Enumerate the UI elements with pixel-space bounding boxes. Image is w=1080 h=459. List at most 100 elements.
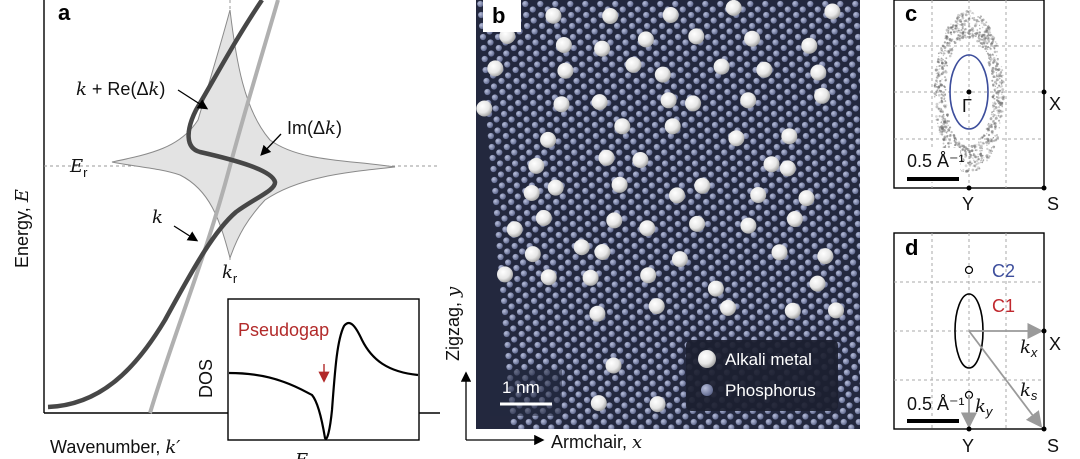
phosphorus-atom — [623, 143, 630, 151]
intensity-speck — [959, 24, 961, 26]
intensity-speck — [999, 86, 1002, 89]
phosphorus-atom — [779, 22, 786, 30]
phosphorus-atom — [536, 363, 543, 371]
phosphorus-atom — [805, 259, 812, 266]
phosphorus-atom — [605, 286, 612, 294]
alkali-adatom — [487, 60, 504, 77]
phosphorus-atom — [500, 99, 507, 107]
intensity-speck — [943, 46, 947, 49]
phosphorus-atom — [575, 391, 582, 398]
intensity-speck — [940, 48, 943, 51]
intensity-speck — [981, 149, 983, 152]
intensity-speck — [986, 35, 988, 37]
phosphorus-atom — [573, 77, 580, 85]
intensity-speck — [976, 29, 979, 31]
phosphorus-atom — [709, 193, 716, 200]
phosphorus-atom — [579, 154, 586, 162]
intensity-speck — [1000, 83, 1003, 85]
intensity-speck — [975, 163, 978, 166]
phosphorus-atom — [830, 286, 837, 294]
phosphorus-atom — [554, 314, 561, 321]
intensity-speck — [974, 149, 977, 152]
intensity-speck — [946, 64, 948, 67]
phosphorus-atom — [522, 292, 529, 299]
phosphorus-atom — [677, 347, 684, 354]
phosphorus-atom — [868, 386, 874, 392]
phosphorus-atom — [720, 325, 727, 332]
intensity-speck — [946, 120, 949, 123]
phosphorus-atom — [577, 132, 585, 140]
intensity-speck — [978, 31, 981, 34]
phosphorus-atom — [544, 193, 551, 200]
phosphorus-atom — [776, 281, 783, 288]
intensity-speck — [974, 149, 977, 151]
intensity-speck — [1000, 103, 1004, 107]
phosphorus-atom — [599, 127, 606, 134]
phosphorus-atom — [625, 270, 633, 277]
phosphorus-atom — [802, 319, 809, 327]
phosphorus-atom — [876, 391, 882, 397]
phosphorus-atom — [750, 231, 757, 239]
phosphorus-atom — [765, 418, 772, 426]
phosphorus-atom — [819, 154, 826, 162]
intensity-speck — [998, 81, 1002, 84]
phosphorus-atom — [627, 187, 634, 195]
phosphorus-atom — [770, 99, 777, 107]
intensity-speck — [947, 120, 951, 123]
intensity-speck — [974, 32, 978, 35]
phosphorus-atom — [861, 298, 867, 304]
intensity-speck — [957, 23, 959, 25]
intensity-speck — [939, 133, 942, 135]
phosphorus-atom — [815, 204, 822, 211]
phosphorus-atom — [582, 105, 589, 112]
phosphorus-atom — [574, 275, 581, 283]
phosphorus-atom — [483, 77, 490, 85]
intensity-speck — [994, 65, 998, 68]
phosphorus-atom — [551, 363, 558, 371]
phosphorus-atom — [620, 17, 627, 24]
phosphorus-atom — [612, 105, 619, 112]
intensity-speck — [973, 17, 975, 19]
phosphorus-atom — [570, 44, 577, 52]
phosphorus-atom — [799, 6, 806, 13]
intensity-speck — [991, 111, 993, 114]
d-x-label: X — [1049, 334, 1061, 354]
phosphorus-atom — [552, 292, 559, 299]
phosphorus-atom — [681, 297, 688, 305]
phosphorus-atom — [539, 127, 546, 134]
intensity-speck — [977, 162, 980, 165]
phosphorus-atom — [667, 39, 674, 46]
intensity-speck — [978, 167, 981, 170]
intensity-speck — [985, 154, 989, 157]
phosphorus-atom — [558, 264, 565, 272]
intensity-speck — [996, 50, 999, 53]
alkali-adatom — [605, 357, 622, 374]
phosphorus-atom — [620, 391, 627, 398]
alkali-adatom — [594, 244, 611, 260]
alkali-adatom — [611, 176, 628, 193]
phosphorus-atom — [571, 55, 578, 63]
phosphorus-atom — [697, 132, 705, 140]
alkali-adatom — [728, 130, 745, 147]
phosphorus-atom — [852, 0, 859, 8]
phosphorus-atom — [618, 369, 626, 376]
phosphorus-atom — [843, 264, 850, 272]
phosphorus-atom — [772, 39, 779, 46]
phosphorus-atom — [846, 215, 853, 222]
intensity-speck — [949, 126, 952, 129]
phosphorus-atom — [805, 165, 812, 173]
intensity-speck — [992, 38, 995, 41]
phosphorus-atom — [783, 182, 791, 189]
intensity-speck — [973, 146, 976, 149]
phosphorus-atom — [518, 143, 525, 151]
intensity-speck — [975, 143, 977, 146]
phosphorus-atom — [796, 149, 803, 156]
intensity-speck — [969, 161, 971, 164]
phosphorus-atom — [662, 253, 669, 261]
phosphorus-atom — [526, 55, 533, 63]
phosphorus-atom — [629, 127, 636, 134]
phosphorus-atom — [680, 99, 687, 107]
intensity-speck — [977, 143, 981, 146]
phosphorus-atom — [862, 39, 868, 45]
phosphorus-atom — [502, 132, 509, 140]
